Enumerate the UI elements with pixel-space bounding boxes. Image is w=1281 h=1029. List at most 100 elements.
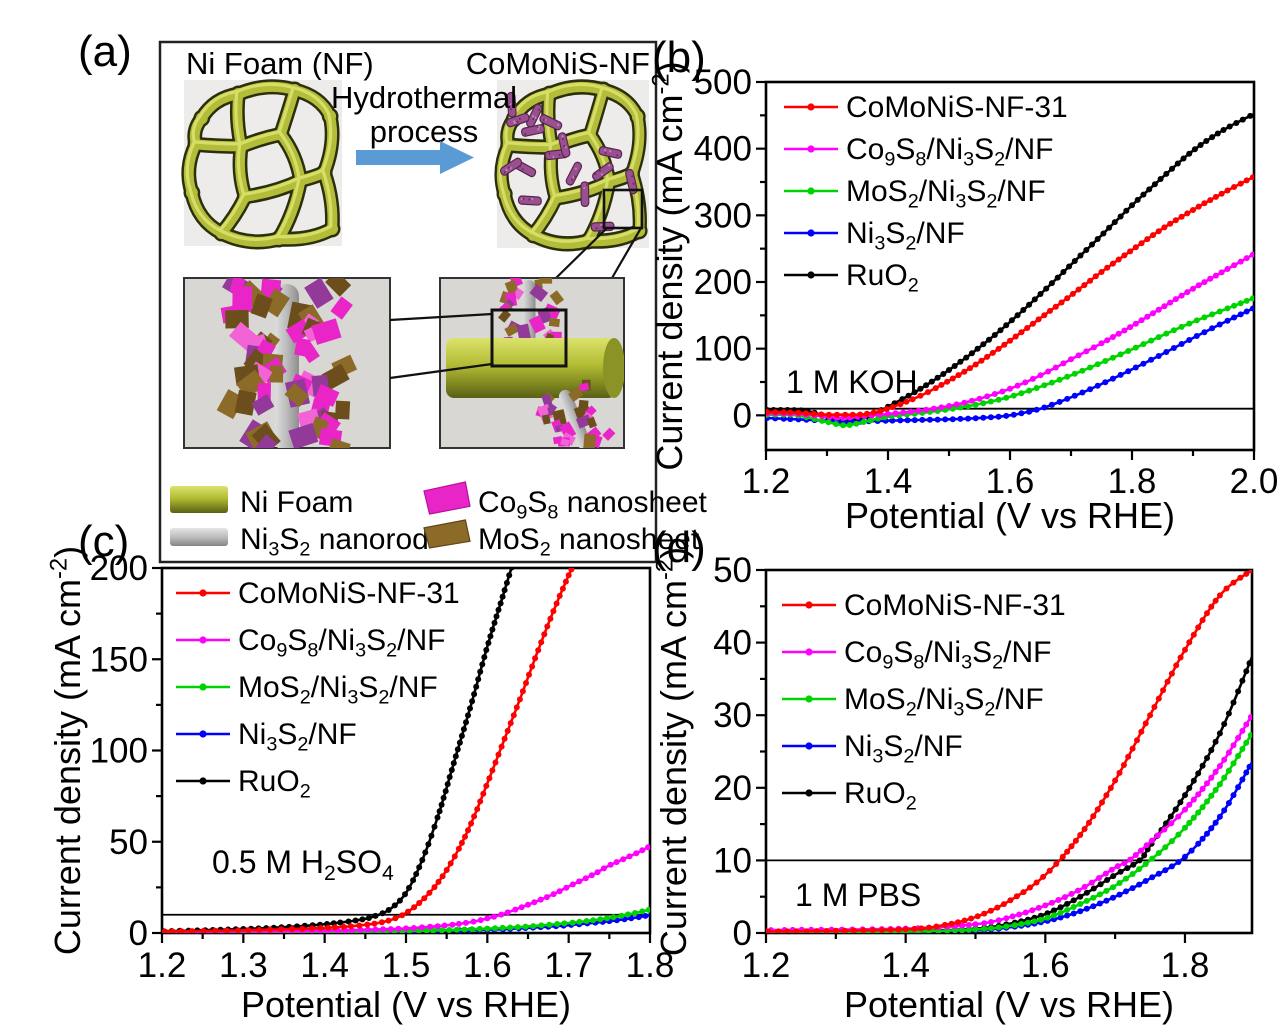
x-tick-label: 1.4	[864, 462, 913, 501]
ni-foam-image	[181, 79, 342, 250]
chart-05m-h2so4: (c) 1.2 1.3 1.4 1.5 1.6 1.7 1.8 0 50 100 150 200 CoMo…	[45, 517, 674, 1025]
ni-foam-swatch	[170, 486, 228, 513]
legend-label-mos2-ni3s2-nf: MoS2/Ni3S2/NF	[844, 683, 1044, 721]
x-tick-label: 1.6	[463, 946, 512, 985]
nanorod-cluster	[498, 278, 565, 354]
y-tick-label: 150	[90, 640, 148, 679]
nanorod-swatch	[170, 528, 228, 546]
x-tick-label: 1.2	[138, 946, 187, 985]
legend-label-comonis-nf-31: CoMoNiS-NF-31	[844, 589, 1066, 622]
x-tick-label: 1.4	[881, 946, 930, 985]
series-comonis-nf-31	[162, 568, 575, 933]
y-tick-label: 0	[733, 396, 752, 435]
legend-item-comonis-nf-31: CoMoNiS-NF-31	[176, 577, 460, 610]
chart-legend: CoMoNiS-NF-31 Co9S8/Ni3S2/NF MoS2/Ni3S2/NF…	[176, 577, 460, 803]
series-group	[766, 112, 1254, 429]
y-tick-label: 200	[90, 549, 148, 588]
nanosheet-swatch	[423, 519, 471, 549]
x-tick-label: 1.2	[742, 946, 791, 985]
axis-ticks	[756, 568, 1187, 943]
zoom-connector-line	[555, 227, 608, 279]
y-axis-title: Current density (mA cm-2)	[647, 61, 690, 470]
legend-item-ni3s2-nf: Ni3S2/NF	[782, 730, 963, 768]
inset-zoom-box	[490, 308, 568, 368]
legend-label-co9s8-ni3s2-nf: Co9S8/Ni3S2/NF	[844, 636, 1051, 674]
x-tick-label: 1.8	[1108, 462, 1157, 501]
x-axis-title: Potential (V vs RHE)	[844, 984, 1174, 1025]
legend-label-mos2-nanosheet: MoS2 nanosheet	[478, 523, 700, 561]
legend-label-comonis-nf-31: CoMoNiS-NF-31	[846, 91, 1068, 124]
panel-c-label: (c)	[78, 517, 129, 566]
nanosheet-swatch	[423, 481, 471, 515]
legend-item-ni3s2-nanorod: Ni3S2 nanorod	[170, 523, 429, 561]
y-tick-label: 10	[713, 841, 752, 880]
x-tick-label: 1.2	[742, 462, 791, 501]
y-tick-label: 50	[713, 551, 752, 590]
nanorod-cluster	[535, 379, 616, 448]
series-mos2-ni3s2-nf	[766, 295, 1254, 429]
x-tick-label: 1.8	[626, 946, 675, 985]
legend-item-mos2-ni3s2-nf: MoS2/Ni3S2/NF	[176, 671, 438, 709]
nanorod-cluster	[216, 278, 358, 448]
chart-1m-pbs: (d)1.2 1.4 1.6 1.801020304050CoMoNiS-NF-31C…	[651, 523, 1254, 1025]
y-tick-label: 0	[129, 914, 148, 953]
inset-connector-line	[389, 362, 493, 380]
comonis-foam-image	[494, 79, 649, 252]
legend-label-ruo2: RuO2	[238, 765, 311, 803]
y-tick-label: 0	[733, 914, 752, 953]
panel-d-label: (d)	[652, 523, 706, 572]
panel-b-label: (b)	[652, 33, 706, 82]
y-tick-label: 30	[713, 696, 752, 735]
legend-label-ni3s2-nf: Ni3S2/NF	[844, 730, 963, 768]
electrolyte-annotation: 1 M PBS	[795, 877, 921, 913]
y-tick-label: 200	[694, 263, 752, 302]
legend-item-co9s8-nanosheet: Co9S8 nanosheet	[423, 481, 708, 524]
series-co9s8-ni3s2-nf	[766, 251, 1254, 421]
x-tick-label: 1.7	[544, 946, 593, 985]
legend-label-ni-foam: Ni Foam	[240, 486, 353, 519]
legend-item-comonis-nf-31: CoMoNiS-NF-31	[784, 91, 1068, 124]
series-comonis-nf-31	[766, 570, 1252, 933]
panel-a-border	[158, 40, 658, 564]
hydrothermal-label-line1: Hydrothermal	[331, 80, 517, 115]
ni-foam-strut-cylinder	[446, 338, 616, 398]
legend-label-mos2-ni3s2-nf: MoS2/Ni3S2/NF	[846, 175, 1046, 213]
legend-item-ruo2: RuO2	[782, 777, 917, 815]
legend-item-co9s8-ni3s2-nf: Co9S8/Ni3S2/NF	[782, 636, 1051, 674]
legend-label-co9s8-ni3s2-nf: Co9S8/Ni3S2/NF	[238, 624, 445, 662]
y-tick-label: 50	[109, 823, 148, 862]
legend-item-comonis-nf-31: CoMoNiS-NF-31	[782, 589, 1066, 622]
legend-label-ni3s2-nf: Ni3S2/NF	[846, 217, 965, 255]
panel-a-legend: Ni Foam Ni3S2 nanorod Co9S8 nanosheetMoS2 …	[170, 481, 708, 561]
series-group	[162, 568, 650, 933]
chart-legend: CoMoNiS-NF-31 Co9S8/Ni3S2/NF MoS2/Ni3S2/NF…	[782, 589, 1066, 815]
panel-a-label: (a)	[78, 27, 132, 76]
y-tick-label: 400	[694, 130, 752, 169]
legend-label-co9s8-ni3s2-nf: Co9S8/Ni3S2/NF	[846, 133, 1053, 171]
y-axis-title: Current density (mA cm-2)	[45, 546, 88, 955]
series-comonis-nf-31	[766, 174, 1254, 418]
legend-item-ni3s2-nf: Ni3S2/NF	[784, 217, 965, 255]
electrolyte-annotation: 1 M KOH	[786, 364, 918, 400]
foam-zoom-box	[602, 188, 644, 230]
nanorod-decorations	[500, 91, 638, 232]
legend-item-mos2-nanosheet: MoS2 nanosheet	[423, 519, 700, 561]
y-tick-label: 100	[90, 732, 148, 771]
hydrothermal-label-line2: process	[370, 114, 479, 149]
legend-item-co9s8-ni3s2-nf: Co9S8/Ni3S2/NF	[176, 624, 445, 662]
y-tick-label: 300	[694, 196, 752, 235]
y-tick-label: 40	[713, 624, 752, 663]
legend-label-ruo2: RuO2	[844, 777, 917, 815]
inset-connector-line	[389, 312, 493, 322]
nanorod-closeup-inset	[183, 277, 391, 449]
legend-item-ni-foam: Ni Foam	[170, 486, 353, 519]
legend-label-ni3s2-nf: Ni3S2/NF	[238, 718, 357, 756]
chart-1m-koh: (b) 1.2 1.4 1.6 1.8 2.0 0 100 200 300 400 500 CoMoNi…	[647, 33, 1278, 536]
legend-item-co9s8-ni3s2-nf: Co9S8/Ni3S2/NF	[784, 133, 1053, 171]
foam-strut-inset	[439, 277, 625, 449]
series-group	[766, 570, 1252, 933]
chart-legend: CoMoNiS-NF-31 Co9S8/Ni3S2/NF MoS2/Ni3S2/NF…	[784, 91, 1068, 297]
panel-a-diagram: (a) Ni Foam (NF) CoMoNiS-NF Hydrothermal…	[78, 27, 708, 564]
legend-item-ruo2: RuO2	[784, 259, 919, 297]
